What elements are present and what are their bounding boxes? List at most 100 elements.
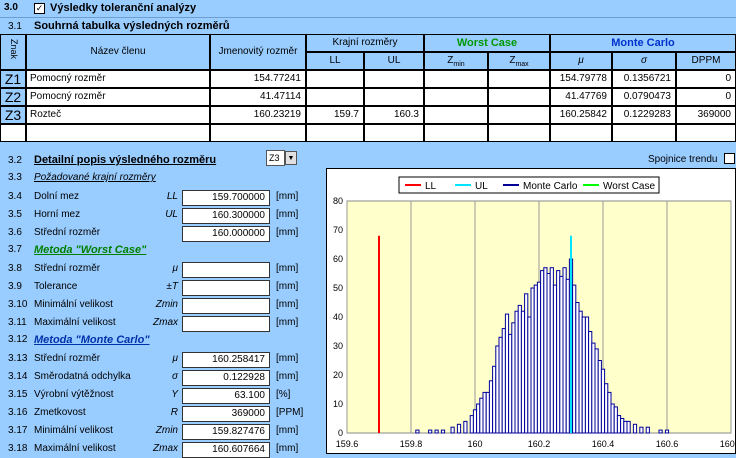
row-symbol: Zmax <box>153 443 178 454</box>
row-dppm[interactable]: 369000 <box>676 106 736 124</box>
row-symbol: Zmin <box>155 425 178 436</box>
row-sigma[interactable]: 0.0790473 <box>612 88 676 106</box>
col-ll-header: LL <box>306 52 364 70</box>
col-nominal-header: Jmenovitý rozměr <box>210 34 306 70</box>
row-empty[interactable] <box>488 124 550 142</box>
row-label: Střední rozměr <box>34 353 101 364</box>
section-number: 3.0 <box>4 2 18 13</box>
row-mu[interactable]: 154.79778 <box>550 70 612 88</box>
value-field[interactable] <box>182 262 270 278</box>
histogram-bar <box>626 420 631 434</box>
title-bar: 3.0 ✓ Výsledky toleranční analýzy <box>0 0 736 18</box>
row-ll[interactable]: 159.7 <box>306 106 364 124</box>
row-empty[interactable] <box>488 88 550 106</box>
row-sigma[interactable]: 0.1356721 <box>612 70 676 88</box>
row-name[interactable]: Pomocný rozměr <box>26 70 210 88</box>
value-field[interactable] <box>182 298 270 314</box>
value-field[interactable]: 369000 <box>182 406 270 422</box>
row-empty[interactable] <box>676 124 736 142</box>
row-empty[interactable] <box>364 124 424 142</box>
row-ll[interactable] <box>306 70 364 88</box>
value-field[interactable]: 159.827476 <box>182 424 270 440</box>
value-field[interactable]: 0.122928 <box>182 370 270 386</box>
row-number: 3.15 <box>8 389 28 400</box>
col-worst-header: Worst Case <box>424 34 550 52</box>
histogram-bar <box>463 420 468 434</box>
histogram-bar <box>645 426 650 434</box>
trend-checkbox[interactable] <box>724 153 735 164</box>
results-checkbox[interactable]: ✓ <box>34 3 45 14</box>
histogram-bar <box>456 423 462 434</box>
value-field[interactable] <box>182 280 270 296</box>
row-number: 3.6 <box>8 227 22 238</box>
row-name[interactable]: Pomocný rozměr <box>26 88 210 106</box>
row-empty[interactable] <box>550 124 612 142</box>
row-empty[interactable] <box>306 124 364 142</box>
row-label: Střední rozměr <box>34 263 101 274</box>
row-symbol: Zmax <box>153 317 178 328</box>
col-dppm-header: DPPM <box>676 52 736 70</box>
row-dppm[interactable]: 0 <box>676 70 736 88</box>
row-jm[interactable]: 160.23219 <box>210 106 306 124</box>
row-empty[interactable] <box>0 124 26 142</box>
row-empty[interactable] <box>488 106 550 124</box>
value-field[interactable] <box>182 316 270 332</box>
histogram-bar <box>632 423 638 434</box>
row-ul[interactable]: 160.3 <box>364 106 424 124</box>
row-ll[interactable] <box>306 88 364 106</box>
histogram-bar <box>450 426 455 434</box>
row-empty[interactable] <box>424 124 488 142</box>
row-number: 3.17 <box>8 425 28 436</box>
result-select[interactable]: Z3 ▼ <box>266 150 297 166</box>
unit-label: [mm] <box>276 353 299 364</box>
row-number: 3.4 <box>8 191 22 202</box>
row-empty[interactable] <box>424 88 488 106</box>
row-mu[interactable]: 41.47769 <box>550 88 612 106</box>
row-mark[interactable]: Z1 <box>0 70 26 88</box>
y-tick-label: 80 <box>333 196 343 206</box>
row-empty[interactable] <box>26 124 210 142</box>
value-field[interactable]: 160.000000 <box>182 226 270 242</box>
legend-entry: Worst Case <box>603 181 655 192</box>
chevron-down-icon[interactable]: ▼ <box>285 151 297 165</box>
row-jm[interactable]: 154.77241 <box>210 70 306 88</box>
sub3-title: Metoda "Monte Carlo" <box>34 334 150 346</box>
row-empty[interactable] <box>612 124 676 142</box>
y-tick-label: 30 <box>333 341 343 351</box>
value-field[interactable]: 63.100 <box>182 388 270 404</box>
value-field[interactable]: 160.258417 <box>182 352 270 368</box>
row-label: Směrodatná odchylka <box>34 371 131 382</box>
row-label: Střední rozměr <box>34 227 101 238</box>
col-name-header: Název členu <box>26 34 210 70</box>
row-name[interactable]: Rozteč <box>26 106 210 124</box>
row-mu[interactable]: 160.25842 <box>550 106 612 124</box>
value-field[interactable]: 160.300000 <box>182 208 270 224</box>
unit-label: [mm] <box>276 425 299 436</box>
row-jm[interactable]: 41.47114 <box>210 88 306 106</box>
col-sigma-header: σ <box>612 52 676 70</box>
row-ul[interactable] <box>364 70 424 88</box>
row-mark[interactable]: Z3 <box>0 106 26 124</box>
unit-label: [mm] <box>276 281 299 292</box>
row-dppm[interactable]: 0 <box>676 88 736 106</box>
sub2-title: Metoda "Worst Case" <box>34 244 147 256</box>
row-empty[interactable] <box>424 106 488 124</box>
detail-number: 3.2 <box>8 155 22 166</box>
legend-entry: LL <box>425 181 437 192</box>
col-zmax-header: Zmax <box>488 52 550 70</box>
value-field[interactable]: 159.700000 <box>182 190 270 206</box>
value-field[interactable]: 160.607664 <box>182 442 270 458</box>
unit-label: [%] <box>276 389 291 400</box>
row-number: 3.18 <box>8 443 28 454</box>
row-ul[interactable] <box>364 88 424 106</box>
col-limits-header: Krajní rozměry <box>306 34 424 52</box>
histogram-bar <box>415 429 420 434</box>
row-empty[interactable] <box>488 70 550 88</box>
row-mark[interactable]: Z2 <box>0 88 26 106</box>
row-sigma[interactable]: 0.1229283 <box>612 106 676 124</box>
row-empty[interactable] <box>210 124 306 142</box>
row-label: Horní mez <box>34 209 81 220</box>
row-number: 3.11 <box>8 317 27 328</box>
row-symbol: μ <box>172 263 178 274</box>
row-empty[interactable] <box>424 70 488 88</box>
